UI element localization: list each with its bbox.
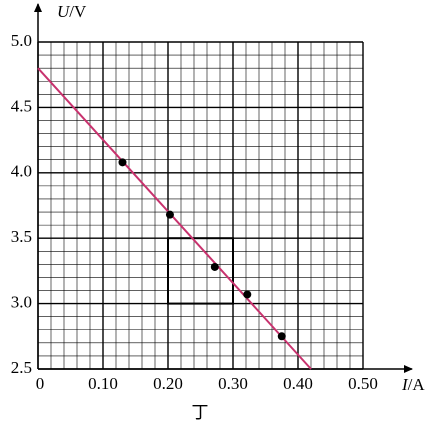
y-tick-label: 3.5 [11, 227, 32, 246]
x-axis-label: I/A [401, 375, 425, 394]
x-tick-label: 0.30 [218, 374, 248, 393]
data-point [243, 290, 252, 299]
x-tick-label: 0.20 [153, 374, 183, 393]
y-axis-label: U/V [57, 2, 87, 21]
x-tick-label: 0.40 [283, 374, 313, 393]
x-tick-label: 0 [36, 374, 45, 393]
data-point [165, 210, 174, 219]
y-tick-label: 4.0 [11, 162, 32, 181]
y-tick-label: 4.5 [11, 96, 32, 115]
fit-line [37, 67, 312, 370]
y-tick-label: 5.0 [11, 31, 32, 50]
data-point [118, 158, 127, 167]
caption: 丁 [192, 403, 209, 422]
x-tick-label: 0.10 [88, 374, 118, 393]
x-tick-label: 0.50 [348, 374, 378, 393]
y-tick-label: 3.0 [11, 293, 32, 312]
data-point [210, 262, 219, 271]
highlight-box [167, 237, 234, 305]
data-point [277, 332, 286, 341]
y-tick-label: 2.5 [11, 358, 32, 377]
